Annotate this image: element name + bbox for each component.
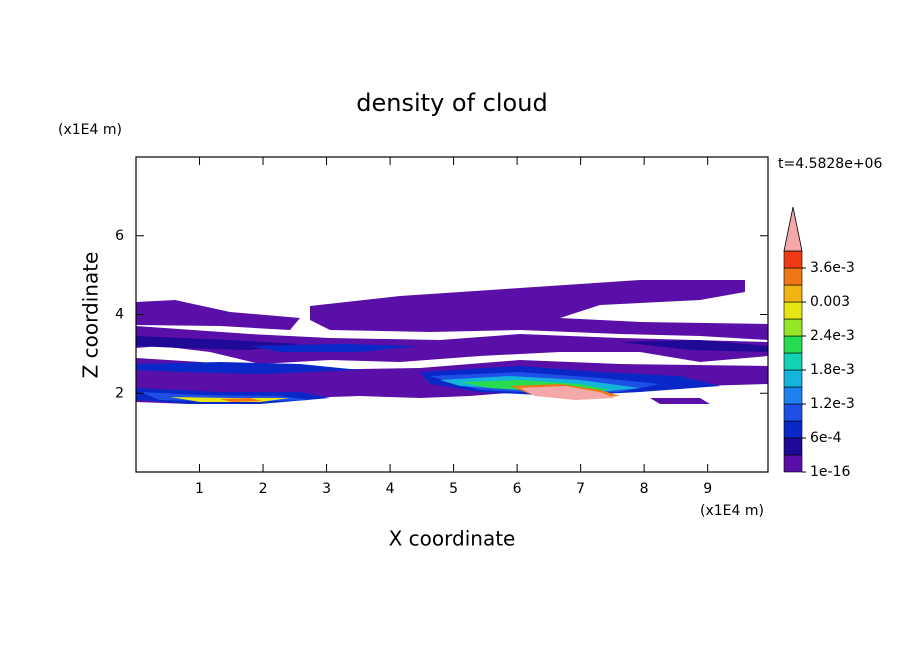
x-tick-label: 3 [322, 481, 331, 497]
colorbar-label: 0.003 [810, 294, 850, 310]
contour-fill [250, 344, 420, 352]
x-unit: (x1E4 m) [700, 503, 764, 519]
x-axis-label: X coordinate [389, 527, 516, 551]
contour-fill [136, 362, 360, 374]
time-label: t=4.5828e+06 [778, 156, 882, 172]
colorbar-box [783, 403, 803, 422]
x-tick-label: 6 [513, 481, 522, 497]
contour-field [136, 280, 768, 404]
contour-fill [136, 326, 768, 364]
colorbar-label: 1.2e-3 [810, 396, 855, 412]
colorbar-box [783, 352, 803, 371]
colorbar-box [783, 454, 803, 473]
contour-fill [220, 398, 262, 402]
x-tick-label: 4 [386, 481, 395, 497]
colorbar-label: 6e-4 [810, 430, 842, 446]
contour-fill [136, 300, 300, 330]
x-tick-label: 8 [640, 481, 649, 497]
y-tick-label: 6 [115, 228, 124, 244]
colorbar-box [783, 369, 803, 388]
x-tick-label: 2 [259, 481, 268, 497]
colorbar-box [783, 267, 803, 286]
colorbar-label: 1e-16 [810, 464, 850, 480]
y-tick-label: 4 [115, 307, 124, 323]
colorbar-box [783, 250, 803, 269]
colorbar-box [783, 420, 803, 439]
contour-fill [310, 280, 768, 340]
colorbar-box [783, 318, 803, 337]
y-axis-label: Z coordinate [79, 252, 103, 379]
colorbar-box [783, 437, 803, 456]
x-tick-label: 1 [195, 481, 204, 497]
contour-fill [620, 340, 768, 352]
colorbar-label: 1.8e-3 [810, 362, 855, 378]
colorbar-label: 3.6e-3 [810, 260, 855, 276]
chart-title: density of cloud [356, 89, 547, 117]
colorbar-box [783, 284, 803, 303]
x-tick-label: 9 [703, 481, 712, 497]
y-tick-label: 2 [115, 385, 124, 401]
contour-fill [650, 398, 710, 404]
colorbar-box [783, 386, 803, 405]
y-unit: (x1E4 m) [58, 122, 122, 138]
colorbar-extend [783, 206, 803, 252]
x-tick-label: 5 [449, 481, 458, 497]
colorbar-box [783, 301, 803, 320]
colorbar-label: 2.4e-3 [810, 328, 855, 344]
x-tick-label: 7 [576, 481, 585, 497]
contour-fill [520, 386, 615, 400]
colorbar-box [783, 335, 803, 354]
